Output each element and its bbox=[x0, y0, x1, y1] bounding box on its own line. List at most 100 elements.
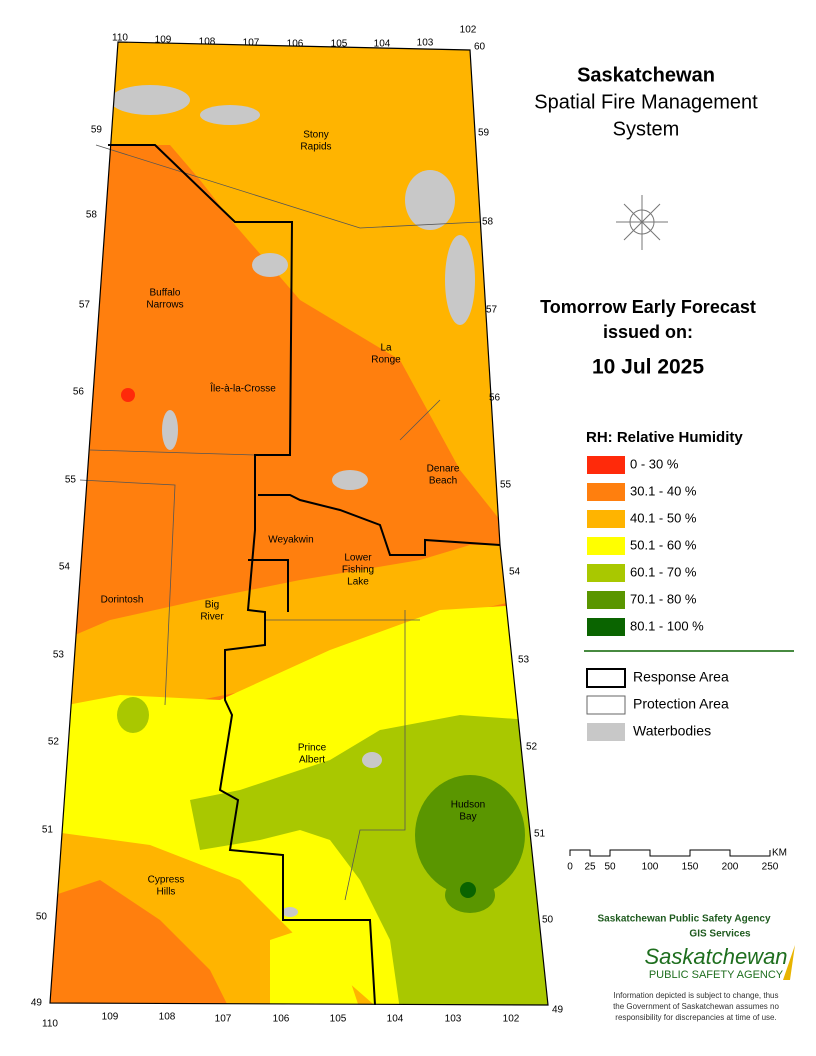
latitude-label: 59 bbox=[478, 128, 490, 139]
agency-unit: GIS Services bbox=[689, 929, 751, 940]
longitude-label: 109 bbox=[102, 1012, 119, 1023]
compass bbox=[616, 195, 668, 250]
longitude-label: 106 bbox=[287, 39, 304, 50]
place-label: Prince bbox=[298, 743, 327, 754]
scale-label: 100 bbox=[642, 862, 659, 873]
response-areas bbox=[108, 144, 501, 1006]
longitude-label: 107 bbox=[215, 1014, 232, 1025]
longitude-label: 108 bbox=[159, 1012, 176, 1023]
place-label: Fishing bbox=[342, 565, 374, 576]
legend-swatch bbox=[587, 483, 625, 501]
legend-swatch bbox=[587, 510, 625, 528]
logo: Saskatchewan bbox=[644, 944, 787, 969]
legend-label: 30.1 - 40 % bbox=[630, 483, 697, 498]
place-label: Lower bbox=[344, 553, 372, 564]
place-label: Big bbox=[205, 600, 219, 611]
title: Saskatchewan bbox=[577, 64, 715, 86]
legend-label: 40.1 - 50 % bbox=[630, 510, 697, 525]
latitude-label: 58 bbox=[86, 210, 98, 221]
legend-label: 0 - 30 % bbox=[630, 456, 679, 471]
latitude-label: 57 bbox=[486, 305, 498, 316]
legend-swatch bbox=[586, 695, 626, 715]
place-label: Bay bbox=[459, 812, 476, 823]
place-label: River bbox=[200, 612, 224, 623]
scale-label: 25 bbox=[584, 862, 596, 873]
legend-swatch bbox=[587, 618, 625, 636]
scale-label: 50 bbox=[604, 862, 616, 873]
zone bbox=[270, 920, 360, 1005]
scale-label: 0 bbox=[567, 862, 573, 873]
place-label: Île-à-la-Crosse bbox=[209, 382, 276, 395]
latitude-label: 56 bbox=[73, 387, 85, 398]
scale-bar bbox=[569, 849, 771, 857]
zone bbox=[415, 775, 525, 895]
place-label: Buffalo bbox=[150, 288, 181, 299]
legend-swatch bbox=[587, 591, 625, 609]
latitude-label: 60 bbox=[474, 42, 486, 53]
place-label: Beach bbox=[429, 476, 457, 487]
longitude-label: 104 bbox=[387, 1014, 404, 1025]
latitude-label: 49 bbox=[31, 998, 43, 1009]
place-label: Rapids bbox=[300, 142, 331, 153]
latitude-label: 56 bbox=[489, 393, 501, 404]
longitude-label: 105 bbox=[331, 39, 348, 50]
legend-swatch bbox=[587, 537, 625, 555]
latitude-label: 53 bbox=[518, 655, 530, 666]
title: Spatial Fire Management bbox=[534, 91, 758, 113]
latitude-label: 53 bbox=[53, 650, 65, 661]
legend-label: Protection Area bbox=[633, 696, 729, 712]
logo: PUBLIC SAFETY AGENCY bbox=[649, 969, 784, 981]
longitude-label: 108 bbox=[199, 37, 216, 48]
rh-zones bbox=[50, 42, 548, 1005]
place-label: Stony bbox=[303, 130, 329, 141]
legend-title: RH: Relative Humidity bbox=[586, 429, 743, 446]
legend-swatch bbox=[587, 564, 625, 582]
title: System bbox=[613, 118, 680, 140]
forecast: issued on: bbox=[603, 322, 693, 342]
latitude-label: 50 bbox=[542, 915, 554, 926]
place-label: Narrows bbox=[146, 300, 183, 311]
latitude-label: 52 bbox=[48, 737, 60, 748]
legend-swatch bbox=[586, 668, 626, 688]
place-label: La bbox=[380, 343, 392, 354]
place-label: Albert bbox=[299, 755, 325, 766]
forecast: 10 Jul 2025 bbox=[592, 356, 704, 379]
longitude-label: 102 bbox=[503, 1014, 520, 1025]
latitude-label: 51 bbox=[534, 829, 546, 840]
place-label: Weyakwin bbox=[268, 535, 313, 546]
legend-label: 70.1 - 80 % bbox=[630, 591, 697, 606]
zone bbox=[50, 880, 230, 1005]
latitude-label: 54 bbox=[59, 562, 71, 573]
disclaimer: Information depicted is subject to chang… bbox=[614, 991, 779, 1000]
waterbodies bbox=[110, 85, 475, 917]
scale-label: 150 bbox=[682, 862, 699, 873]
legend-label: 60.1 - 70 % bbox=[630, 564, 697, 579]
place-label: Ronge bbox=[371, 355, 401, 366]
latitude-label: 49 bbox=[552, 1005, 564, 1016]
longitude-label: 103 bbox=[445, 1014, 462, 1025]
zone bbox=[100, 42, 500, 520]
forecast: Tomorrow Early Forecast bbox=[540, 297, 756, 317]
legend-label: Response Area bbox=[633, 669, 729, 685]
zone bbox=[50, 545, 520, 720]
zone bbox=[460, 882, 476, 898]
place-label: Cypress bbox=[148, 875, 185, 886]
longitude-label: 110 bbox=[42, 1019, 58, 1030]
logo-mark bbox=[783, 945, 795, 980]
legend-label: 50.1 - 60 % bbox=[630, 537, 697, 552]
legend-label: Waterbodies bbox=[633, 723, 711, 739]
latitude-label: 54 bbox=[509, 567, 521, 578]
longitude-label: 107 bbox=[243, 38, 260, 49]
latitude-label: 50 bbox=[36, 912, 48, 923]
scale-label: KM bbox=[772, 848, 787, 859]
latitude-label: 55 bbox=[65, 475, 77, 486]
latitude-label: 51 bbox=[42, 825, 54, 836]
place-label: Lake bbox=[347, 577, 369, 588]
latitude-label: 55 bbox=[500, 480, 512, 491]
agency: Saskatchewan Public Safety Agency bbox=[597, 914, 770, 925]
longitude-label: 103 bbox=[417, 38, 434, 49]
longitude-label: 109 bbox=[155, 35, 172, 46]
longitude-label: 102 bbox=[460, 25, 477, 36]
longitude-label: 105 bbox=[330, 1014, 347, 1025]
